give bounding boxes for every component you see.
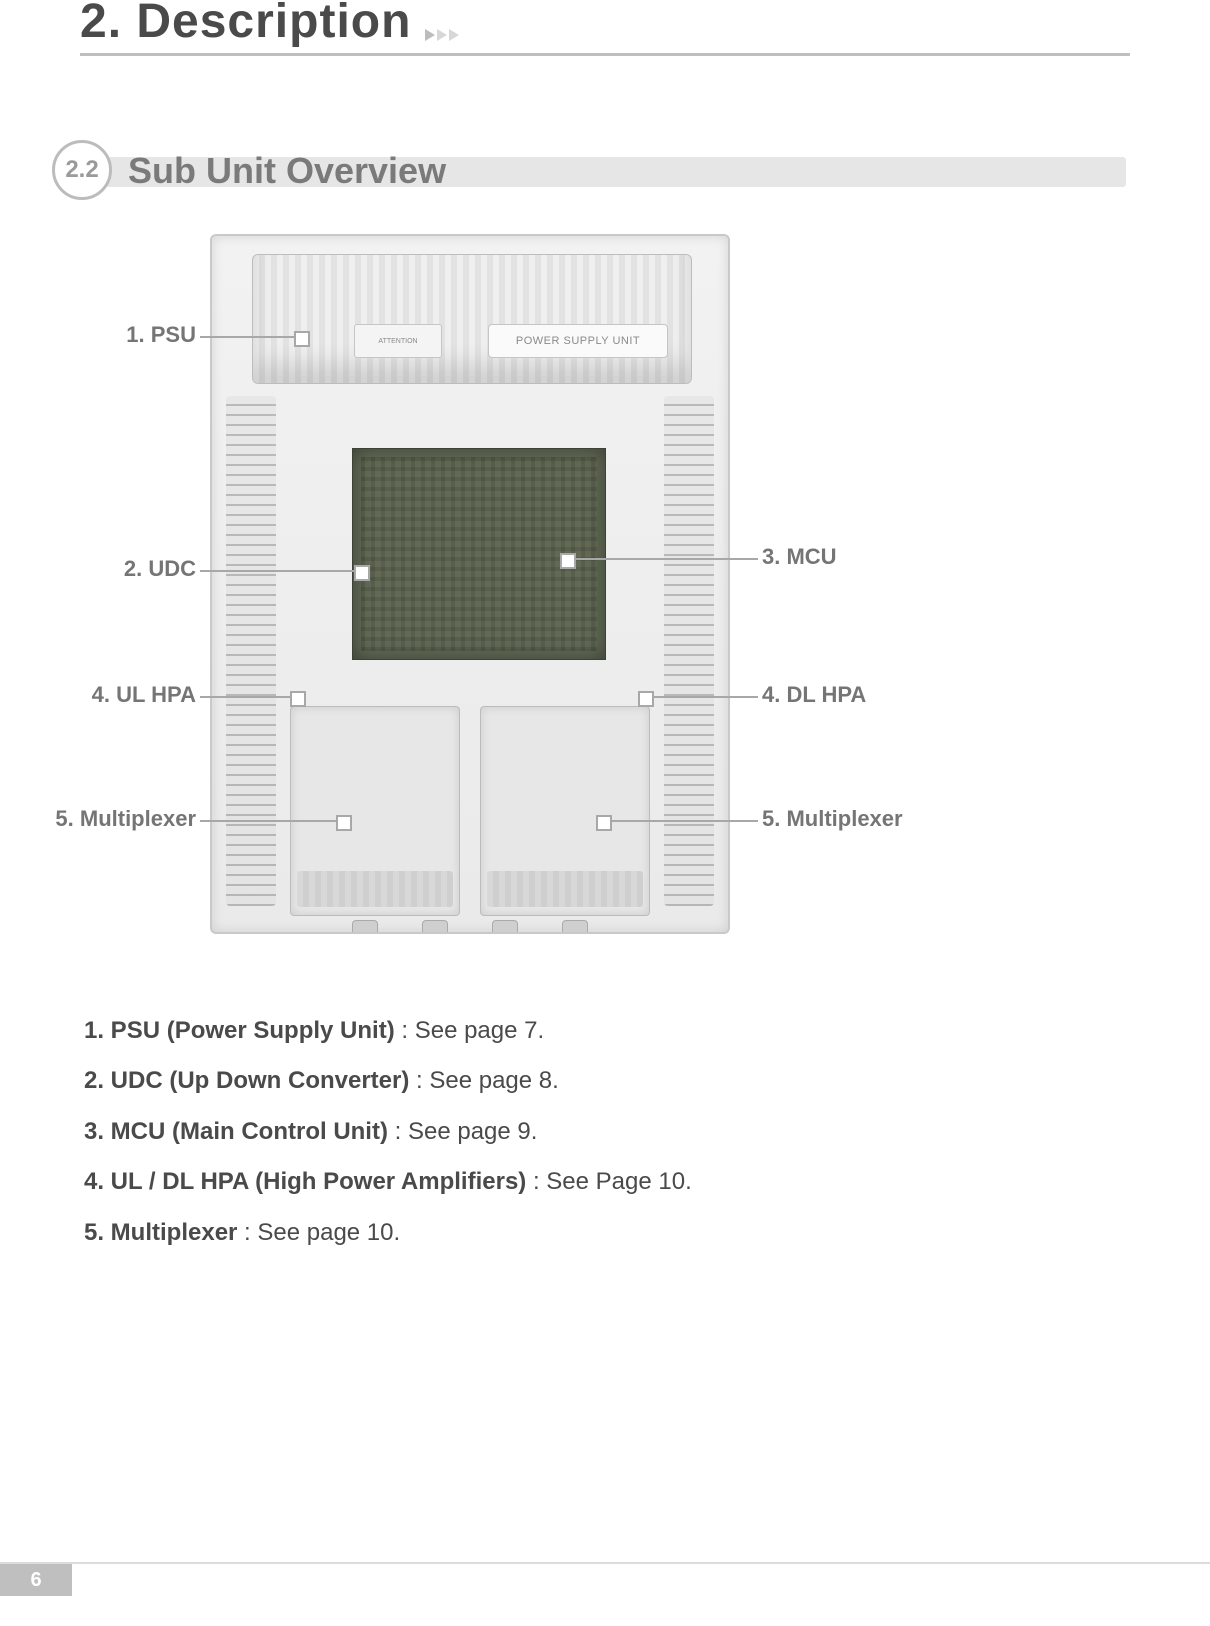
mount-foot bbox=[562, 920, 588, 934]
legend-bold: 3. MCU (Main Control Unit) bbox=[84, 1118, 388, 1145]
section-number: 2.2 bbox=[65, 156, 98, 184]
legend-rest: : See page 8. bbox=[409, 1067, 558, 1094]
legend-item: 5. Multiplexer : See page 10. bbox=[84, 1208, 1064, 1258]
callout-multiplexer-left: 5. Multiplexer bbox=[44, 806, 196, 832]
page: 2. Description 2.2 Sub Unit Overview ATT… bbox=[0, 0, 1210, 1626]
device-diagram: ATTENTION POWER SUPPLY UNIT bbox=[210, 234, 730, 934]
legend-item: 2. UDC (Up Down Converter) : See page 8. bbox=[84, 1056, 1064, 1106]
psu-label-plate: POWER SUPPLY UNIT bbox=[488, 324, 668, 358]
mount-foot bbox=[492, 920, 518, 934]
legend-bold: 1. PSU (Power Supply Unit) bbox=[84, 1017, 395, 1044]
footer-rule bbox=[0, 1562, 1210, 1564]
callout-psu: 1. PSU bbox=[126, 322, 196, 348]
dl-hpa-box bbox=[480, 706, 650, 916]
callout-dl-hpa: 4. DL HPA bbox=[762, 682, 866, 708]
leader-line bbox=[200, 570, 368, 572]
section-number-badge: 2.2 bbox=[52, 140, 112, 200]
leader-line bbox=[200, 696, 304, 698]
section-title: Sub Unit Overview bbox=[128, 150, 446, 192]
leader-line bbox=[562, 558, 758, 560]
ul-hpa-box bbox=[290, 706, 460, 916]
leader-line bbox=[200, 820, 350, 822]
legend-item: 4. UL / DL HPA (High Power Amplifiers) :… bbox=[84, 1157, 1064, 1207]
callout-mcu: 3. MCU bbox=[762, 544, 837, 570]
legend-bold: 5. Multiplexer bbox=[84, 1219, 237, 1246]
chapter-header: 2. Description bbox=[80, 0, 1130, 56]
legend-rest: : See page 9. bbox=[388, 1118, 537, 1145]
mount-foot bbox=[422, 920, 448, 934]
section-badge: 2.2 bbox=[52, 140, 112, 200]
leader-line bbox=[200, 336, 308, 338]
device-outline: ATTENTION POWER SUPPLY UNIT bbox=[210, 234, 730, 934]
attention-plate: ATTENTION bbox=[354, 324, 442, 358]
psu-box bbox=[252, 254, 692, 384]
leader-line bbox=[598, 820, 758, 822]
legend-rest: : See page 7. bbox=[395, 1017, 544, 1044]
legend-list: 1. PSU (Power Supply Unit) : See page 7.… bbox=[84, 1006, 1064, 1258]
wire-bundle-left bbox=[226, 396, 276, 906]
legend-item: 1. PSU (Power Supply Unit) : See page 7. bbox=[84, 1006, 1064, 1056]
mount-foot bbox=[352, 920, 378, 934]
footer-page-badge: 6 bbox=[0, 1564, 72, 1596]
callout-ul-hpa: 4. UL HPA bbox=[86, 682, 196, 708]
callout-udc: 2. UDC bbox=[120, 556, 196, 582]
legend-rest: : See Page 10. bbox=[526, 1168, 691, 1195]
callout-multiplexer-right: 5. Multiplexer bbox=[762, 806, 903, 832]
legend-bold: 4. UL / DL HPA (High Power Amplifiers) bbox=[84, 1168, 526, 1195]
page-number: 6 bbox=[30, 1569, 41, 1592]
wire-bundle-right bbox=[664, 396, 714, 906]
chapter-title: 2. Description bbox=[80, 0, 411, 49]
legend-bold: 2. UDC (Up Down Converter) bbox=[84, 1067, 409, 1094]
leader-line bbox=[640, 696, 758, 698]
legend-item: 3. MCU (Main Control Unit) : See page 9. bbox=[84, 1107, 1064, 1157]
chevron-right-icon bbox=[425, 29, 459, 41]
legend-rest: : See page 10. bbox=[237, 1219, 400, 1246]
